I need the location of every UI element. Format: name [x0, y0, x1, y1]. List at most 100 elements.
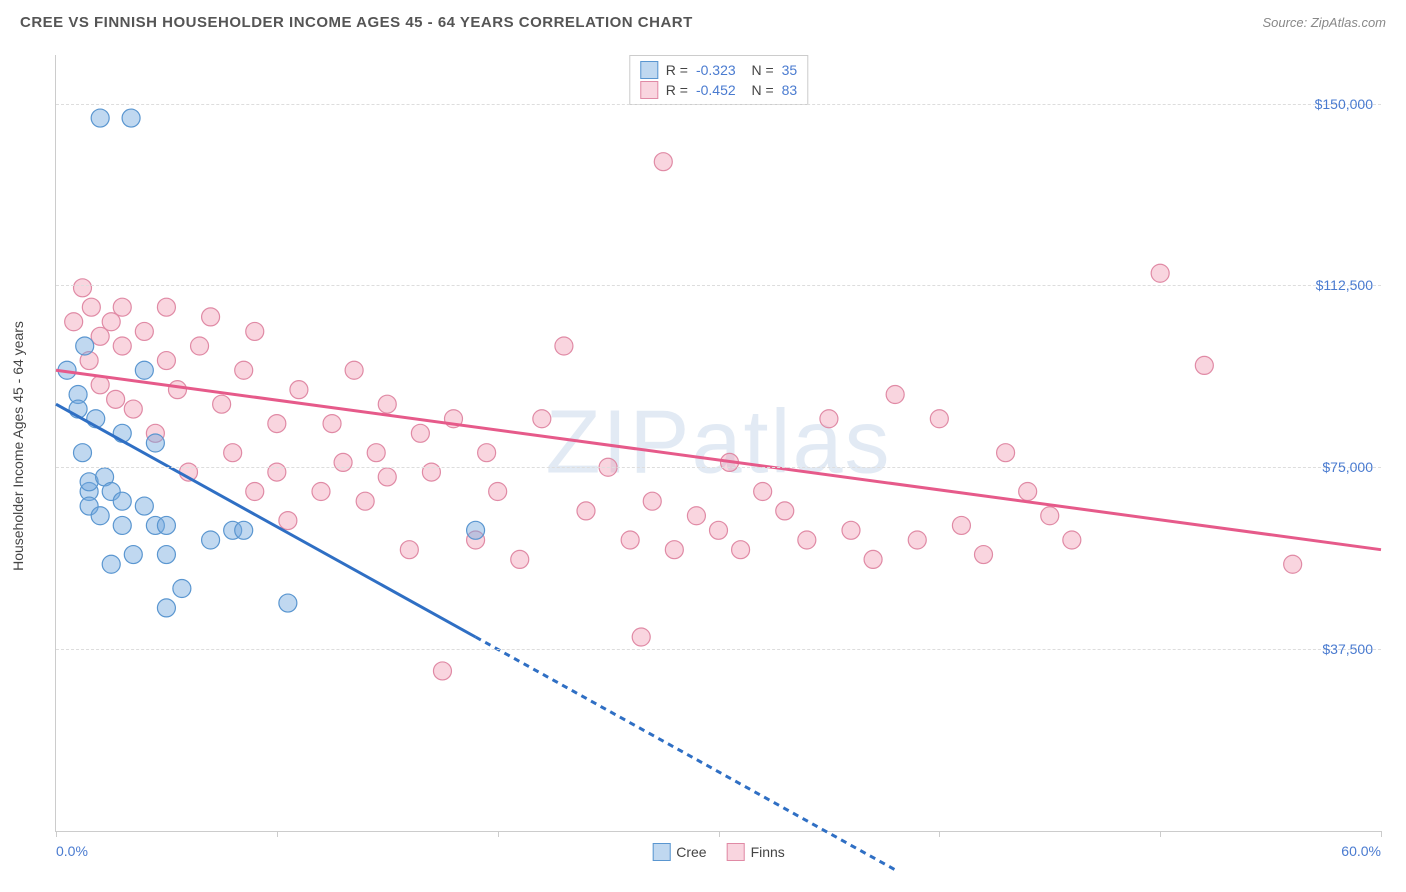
y-axis-label: Householder Income Ages 45 - 64 years: [10, 321, 26, 571]
legend-item-finns: Finns: [727, 843, 785, 861]
data-point: [1284, 555, 1302, 573]
legend: Cree Finns: [652, 843, 785, 861]
data-point: [82, 298, 100, 316]
data-point: [864, 550, 882, 568]
data-point: [312, 483, 330, 501]
data-point: [146, 434, 164, 452]
data-point: [411, 424, 429, 442]
data-point: [643, 492, 661, 510]
data-point: [91, 507, 109, 525]
data-point: [268, 463, 286, 481]
data-point: [76, 337, 94, 355]
data-point: [122, 109, 140, 127]
data-point: [820, 410, 838, 428]
data-point: [74, 279, 92, 297]
data-point: [113, 298, 131, 316]
data-point: [334, 453, 352, 471]
data-point: [323, 415, 341, 433]
data-point: [124, 400, 142, 418]
data-point: [157, 516, 175, 534]
x-axis-min-label: 0.0%: [56, 843, 88, 859]
data-point: [157, 599, 175, 617]
data-point: [908, 531, 926, 549]
data-point: [235, 361, 253, 379]
source-label: Source: ZipAtlas.com: [1262, 15, 1386, 30]
x-tick: [1160, 831, 1161, 837]
data-point: [687, 507, 705, 525]
data-point: [157, 352, 175, 370]
x-axis-max-label: 60.0%: [1341, 843, 1381, 859]
data-point: [400, 541, 418, 559]
gridline: [56, 285, 1381, 286]
x-tick: [277, 831, 278, 837]
x-tick: [1381, 831, 1382, 837]
data-point: [65, 313, 83, 331]
y-tick-label: $37,500: [1322, 641, 1373, 657]
data-point: [213, 395, 231, 413]
data-point: [235, 521, 253, 539]
data-point: [378, 468, 396, 486]
data-point: [930, 410, 948, 428]
data-point: [367, 444, 385, 462]
gridline: [56, 649, 1381, 650]
data-point: [654, 153, 672, 171]
x-tick: [939, 831, 940, 837]
data-point: [1041, 507, 1059, 525]
data-point: [511, 550, 529, 568]
data-point: [113, 337, 131, 355]
data-point: [113, 516, 131, 534]
data-point: [107, 390, 125, 408]
chart-plot-area: ZIPatlas R = -0.323 N = 35 R = -0.452 N …: [55, 55, 1381, 832]
data-point: [1063, 531, 1081, 549]
data-point: [157, 298, 175, 316]
scatter-svg: [56, 55, 1381, 831]
legend-item-cree: Cree: [652, 843, 706, 861]
data-point: [345, 361, 363, 379]
data-point: [710, 521, 728, 539]
data-point: [997, 444, 1015, 462]
x-tick: [719, 831, 720, 837]
data-point: [202, 531, 220, 549]
data-point: [433, 662, 451, 680]
data-point: [754, 483, 772, 501]
data-point: [173, 580, 191, 598]
x-tick: [498, 831, 499, 837]
data-point: [378, 395, 396, 413]
chart-title: CREE VS FINNISH HOUSEHOLDER INCOME AGES …: [20, 14, 693, 31]
data-point: [290, 381, 308, 399]
data-point: [422, 463, 440, 481]
data-point: [489, 483, 507, 501]
data-point: [202, 308, 220, 326]
data-point: [665, 541, 683, 559]
data-point: [135, 361, 153, 379]
data-point: [842, 521, 860, 539]
data-point: [776, 502, 794, 520]
data-point: [135, 322, 153, 340]
header: CREE VS FINNISH HOUSEHOLDER INCOME AGES …: [0, 0, 1406, 37]
data-point: [191, 337, 209, 355]
data-point: [279, 594, 297, 612]
data-point: [798, 531, 816, 549]
data-point: [102, 555, 120, 573]
data-point: [632, 628, 650, 646]
data-point: [157, 546, 175, 564]
data-point: [952, 516, 970, 534]
legend-swatch-cree: [652, 843, 670, 861]
data-point: [124, 546, 142, 564]
data-point: [1195, 356, 1213, 374]
data-point: [113, 492, 131, 510]
data-point: [279, 512, 297, 530]
legend-swatch-finns: [727, 843, 745, 861]
data-point: [621, 531, 639, 549]
data-point: [135, 497, 153, 515]
data-point: [1151, 264, 1169, 282]
data-point: [246, 483, 264, 501]
data-point: [577, 502, 595, 520]
x-tick: [56, 831, 57, 837]
data-point: [975, 546, 993, 564]
data-point: [246, 322, 264, 340]
y-tick-label: $150,000: [1315, 96, 1373, 112]
data-point: [356, 492, 374, 510]
data-point: [168, 381, 186, 399]
gridline: [56, 467, 1381, 468]
